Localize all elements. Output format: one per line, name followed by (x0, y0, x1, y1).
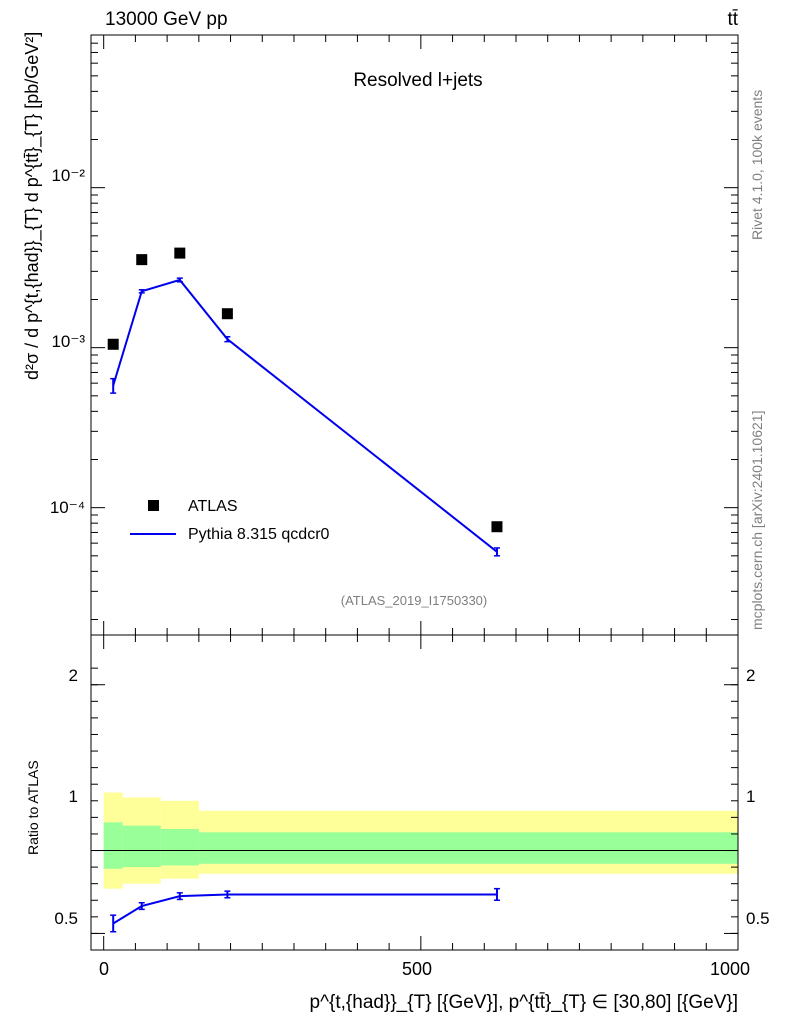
main-plot-area (107, 247, 503, 557)
mc-ratio-line (112, 893, 497, 925)
ratio-plot-area (91, 792, 739, 933)
rivet-version-label: Rivet 4.1.0, 100k events (749, 90, 765, 240)
mcplots-label: mcplots.cern.ch [arXiv:2401.10621] (749, 411, 765, 630)
legend-data-label: ATLAS (188, 498, 238, 515)
ratio-plot-frame (90, 634, 739, 951)
atlas-data-point (136, 254, 148, 266)
ratio-y-tick-label-right: 2 (746, 666, 755, 685)
analysis-label: (ATLAS_2019_I1750330) (341, 593, 487, 608)
plot-title: Resolved l+jets (353, 70, 482, 91)
header-process-label: tt̄ (727, 9, 738, 30)
mc-series-line (112, 278, 498, 553)
x-tick-label: 1000 (710, 959, 750, 979)
legend-mc-label: Pythia 8.315 qcdcr0 (188, 526, 330, 543)
stat-uncertainty-band (198, 832, 739, 864)
atlas-data-point (174, 247, 186, 259)
atlas-data-point (491, 521, 503, 533)
ratio-axis-ticks (91, 635, 739, 950)
atlas-data-point (221, 308, 233, 320)
main-plot-panel: 10⁻⁴ 10⁻³ 10⁻² Resolved l+jets (ATLAS_20… (22, 32, 739, 636)
stat-uncertainty-band (122, 825, 161, 868)
x-axis-label: p^{t,{had}}_{T} [{GeV}], p^{tt̄}_{T} ∈ [… (310, 992, 738, 1013)
x-tick-label: 500 (402, 959, 432, 979)
ratio-y-tick-label-left: 0.5 (54, 909, 78, 928)
ratio-y-tick-label-left: 2 (69, 666, 78, 685)
header-energy-label: 13000 GeV pp (105, 9, 228, 30)
ratio-y-tick-label-right: 1 (746, 787, 755, 806)
ratio-y-tick-label-right: 0.5 (746, 909, 770, 928)
ratio-y-axis-label: Ratio to ATLAS (25, 760, 41, 855)
atlas-data-point (107, 338, 119, 350)
main-y-tick-label: 10⁻² (51, 166, 85, 185)
ratio-plot-panel: 0.5 1 2 0.5 1 2 0 500 1000 Ratio to ATLA… (25, 634, 770, 1013)
main-x-axis-ticks (103, 35, 739, 635)
main-plot-frame (90, 34, 739, 636)
main-y-axis-ticks (91, 34, 738, 620)
stat-uncertainty-band (160, 828, 199, 866)
x-tick-label: 0 (99, 959, 109, 979)
legend-data-marker (148, 500, 159, 511)
ratio-y-tick-label-left: 1 (69, 787, 78, 806)
main-y-tick-label: 10⁻³ (51, 332, 85, 351)
stat-uncertainty-band (103, 822, 123, 869)
main-y-axis-label: d²σ / d p^{t,{had}}_{T} d p^{tt̄}_{T} [p… (22, 32, 43, 380)
main-y-tick-label: 10⁻⁴ (50, 498, 85, 517)
